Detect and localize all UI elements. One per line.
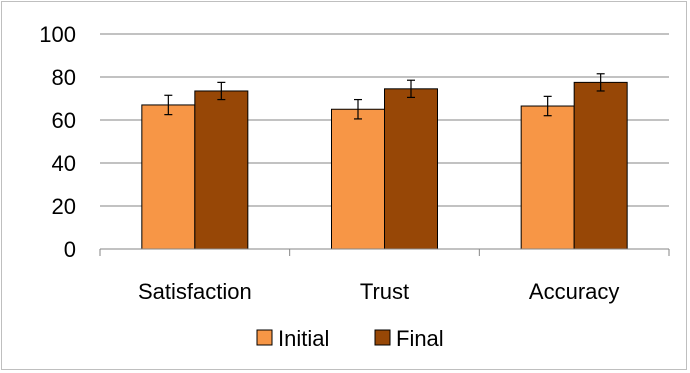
bars	[141, 81, 628, 250]
y-tick-labels: 0 20 40 60 80 100	[39, 22, 76, 262]
legend: Initial Final	[256, 326, 444, 351]
category-label-satisfaction: Satisfaction	[138, 279, 252, 304]
error-bars	[164, 73, 605, 120]
legend-swatch-final	[374, 329, 391, 346]
category-labels: Satisfaction Trust Accuracy	[138, 279, 619, 304]
bar-final-trust	[384, 88, 438, 250]
category-label-accuracy: Accuracy	[529, 279, 619, 304]
legend-swatch-initial	[256, 329, 273, 346]
legend-label-initial: Initial	[278, 326, 329, 351]
y-tick-20: 20	[52, 194, 76, 219]
y-tick-40: 40	[52, 151, 76, 176]
x-axis	[99, 248, 670, 256]
legend-label-final: Final	[396, 326, 444, 351]
y-tick-60: 60	[52, 108, 76, 133]
y-tick-0: 0	[64, 237, 76, 262]
bar-final-satisfaction	[194, 90, 249, 250]
category-label-trust: Trust	[360, 279, 409, 304]
y-tick-100: 100	[39, 22, 76, 47]
bar-initial-satisfaction	[141, 104, 196, 250]
bar-final-accuracy	[573, 81, 628, 250]
y-tick-80: 80	[52, 65, 76, 90]
bar-initial-trust	[331, 108, 385, 250]
bar-initial-accuracy	[520, 105, 575, 250]
